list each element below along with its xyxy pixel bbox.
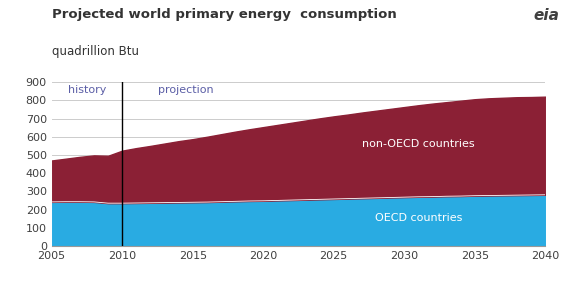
Text: non-OECD countries: non-OECD countries bbox=[362, 139, 475, 149]
Text: quadrillion Btu: quadrillion Btu bbox=[52, 45, 139, 58]
Text: Projected world primary energy  consumption: Projected world primary energy consumpti… bbox=[52, 8, 397, 22]
Text: projection: projection bbox=[158, 85, 214, 95]
Text: eia: eia bbox=[534, 8, 560, 23]
Text: OECD countries: OECD countries bbox=[375, 213, 462, 223]
Text: history: history bbox=[68, 85, 106, 95]
